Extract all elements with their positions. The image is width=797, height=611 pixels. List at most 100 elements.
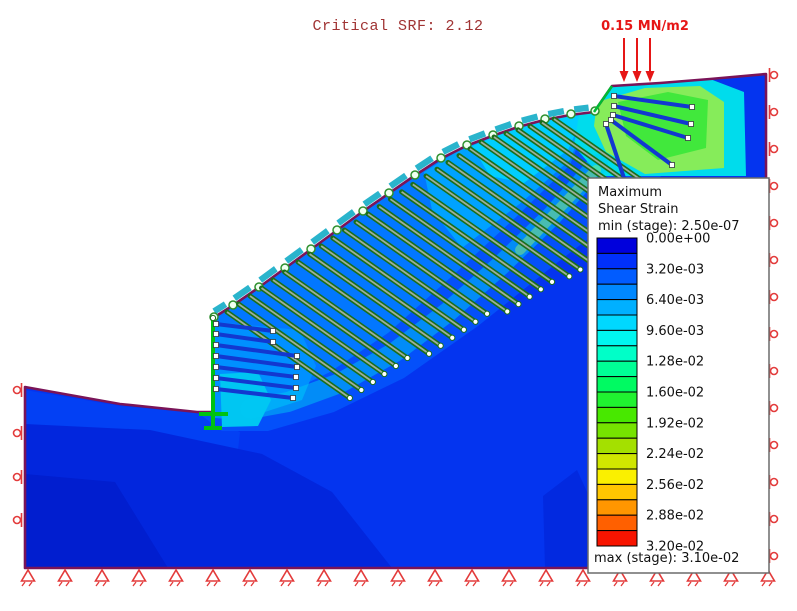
legend-band xyxy=(596,437,638,455)
legend-band xyxy=(596,345,638,362)
bolt-soil-nails xyxy=(213,93,695,401)
support-hatch xyxy=(650,581,655,587)
support-hatch xyxy=(176,581,181,587)
roller-support-icon xyxy=(12,472,22,482)
legend-band xyxy=(596,237,638,254)
legend-band xyxy=(596,453,638,470)
bolt-node xyxy=(611,103,617,109)
pin-support-icon xyxy=(390,568,406,582)
legend-band xyxy=(596,406,638,424)
support-hatch xyxy=(361,581,366,587)
pin-support-icon xyxy=(131,568,147,582)
nail-end-node xyxy=(483,310,491,317)
bolt-nail xyxy=(613,104,692,126)
roller-support-icon xyxy=(12,428,22,438)
support-hatch xyxy=(391,581,396,587)
support-hatch xyxy=(21,581,26,587)
support-hatch xyxy=(768,581,773,587)
plot-title: Critical SRF: 2.12 xyxy=(312,18,483,35)
legend-max-label: max (stage): 3.10e-02 xyxy=(594,551,739,566)
support-hatch xyxy=(657,581,662,587)
face-panel xyxy=(414,155,434,172)
bolt-node xyxy=(293,385,299,391)
face-panel xyxy=(494,121,513,133)
support-hatch xyxy=(243,581,248,587)
support-hatch xyxy=(169,581,174,587)
legend-band xyxy=(596,299,638,316)
support-hatch xyxy=(583,581,588,587)
roller-support-icon xyxy=(769,403,779,413)
support-hatch xyxy=(324,581,329,587)
face-panel xyxy=(336,209,356,226)
face-node-circle xyxy=(358,206,368,216)
face-panel xyxy=(441,141,460,155)
support-hatch xyxy=(472,581,477,587)
grouted-nail-core xyxy=(272,279,397,367)
support-hatch xyxy=(539,581,544,587)
grouted-nail-core xyxy=(425,175,570,278)
legend-tick-label: 6.40e-03 xyxy=(646,293,704,308)
pin-support-icon xyxy=(723,568,739,582)
pin-support-icon xyxy=(686,568,702,582)
pin-support-icon xyxy=(760,568,776,582)
support-hatch xyxy=(620,581,625,587)
pin-support-icon xyxy=(168,568,184,582)
grouted-nail-core xyxy=(309,253,442,347)
nail-end-node xyxy=(566,273,573,280)
roller-support-icon xyxy=(12,385,22,395)
nail-end-node xyxy=(358,386,365,394)
grouted-nail-core xyxy=(297,261,430,355)
bolt-node xyxy=(270,328,276,334)
nail-end-node xyxy=(577,266,584,273)
support-hatch xyxy=(435,581,440,587)
legend-band xyxy=(596,360,638,378)
grouted-nail-core xyxy=(367,213,508,313)
legend-color-scale xyxy=(596,237,638,547)
legend-band xyxy=(596,376,638,393)
bolt-nail xyxy=(609,118,674,167)
load-arrow-head xyxy=(619,71,629,82)
bolt-nail xyxy=(215,322,274,333)
support-hatch xyxy=(58,581,63,587)
bolt-node xyxy=(689,104,695,110)
bolt-node xyxy=(669,162,675,168)
grouted-nail-core xyxy=(355,221,488,315)
support-hatch xyxy=(687,581,692,587)
bolt-node xyxy=(610,112,616,118)
scarp-liner xyxy=(592,85,614,113)
support-hatch xyxy=(398,581,403,587)
roller-support-icon xyxy=(769,218,779,228)
roller-support-icon xyxy=(769,70,779,80)
bolt-nail xyxy=(215,387,294,400)
support-hatch xyxy=(102,581,107,587)
support-hatch xyxy=(213,581,218,587)
nail-end-node xyxy=(381,370,388,378)
support-hatch xyxy=(95,581,100,587)
bolt-node xyxy=(293,374,299,380)
nail-end-node xyxy=(460,326,467,333)
nail-end-node xyxy=(346,394,353,402)
legend-tick-label: 9.60e-03 xyxy=(646,324,704,339)
load-arrow-head xyxy=(632,71,642,82)
wall-top-node xyxy=(209,314,217,322)
face-panel xyxy=(310,228,330,245)
legend-tick-label: 1.92e-02 xyxy=(646,416,704,431)
pin-support-icon xyxy=(538,568,554,582)
support-hatch xyxy=(761,581,766,587)
face-node-circle xyxy=(228,300,238,310)
pin-support-icon xyxy=(353,568,369,582)
grouted-nail-core xyxy=(320,245,453,339)
roller-support-icon xyxy=(769,181,779,191)
bolt-node xyxy=(213,386,219,392)
bolt-node xyxy=(290,395,296,401)
face-panel xyxy=(573,104,589,113)
bolt-nail xyxy=(215,343,298,358)
bolt-node xyxy=(608,117,614,123)
support-hatch xyxy=(694,581,699,587)
nail-end-node xyxy=(472,318,479,325)
legend-tick-label: 0.00e+00 xyxy=(646,232,710,247)
support-hatch xyxy=(613,581,618,587)
grouted-nail-core xyxy=(249,295,374,383)
support-hatch xyxy=(317,581,322,587)
